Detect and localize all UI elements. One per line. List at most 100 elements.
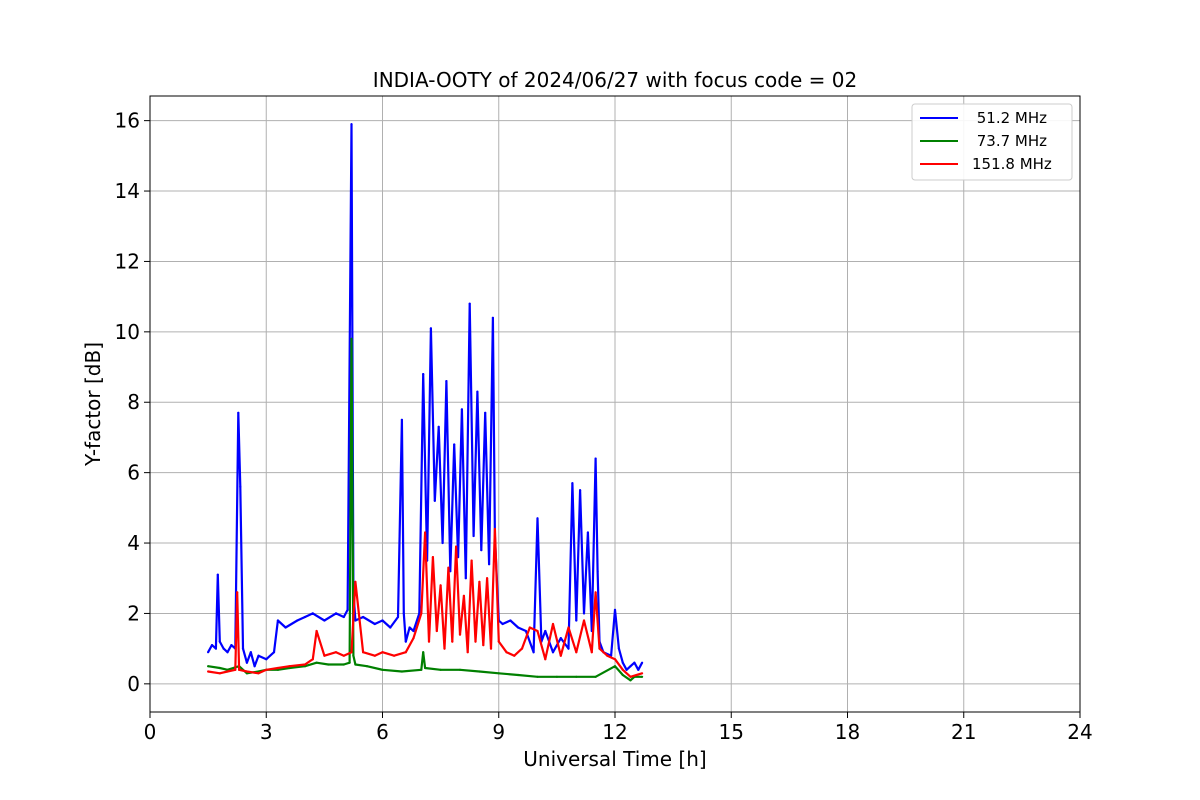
series-point-1 bbox=[613, 608, 617, 612]
series-point-1 bbox=[594, 457, 597, 460]
series-point-2 bbox=[439, 668, 442, 671]
series-point-2 bbox=[381, 668, 384, 671]
series-point-2 bbox=[350, 337, 353, 340]
series-point-3 bbox=[613, 658, 617, 661]
series-point-3 bbox=[486, 577, 489, 580]
series-point-3 bbox=[443, 647, 446, 650]
series-point-1 bbox=[354, 619, 357, 622]
series-point-1 bbox=[214, 647, 217, 650]
series-point-2 bbox=[276, 668, 279, 671]
series-point-3 bbox=[424, 531, 427, 534]
y-tick-label: 8 bbox=[127, 390, 140, 414]
series-point-1 bbox=[272, 651, 276, 654]
series-point-2 bbox=[354, 663, 357, 666]
series-point-1 bbox=[637, 668, 640, 671]
y-tick-label: 4 bbox=[127, 531, 140, 555]
series-point-3 bbox=[362, 651, 365, 654]
series-point-3 bbox=[606, 654, 609, 657]
series-point-1 bbox=[429, 327, 432, 330]
series-point-2 bbox=[497, 672, 500, 675]
series-point-3 bbox=[288, 665, 291, 668]
series-point-1 bbox=[284, 626, 287, 629]
series-point-1 bbox=[334, 612, 338, 615]
series-point-3 bbox=[575, 651, 578, 654]
series-point-2 bbox=[420, 668, 423, 671]
series-point-1 bbox=[265, 658, 268, 661]
series-point-3 bbox=[393, 654, 396, 657]
series-point-3 bbox=[431, 556, 434, 559]
series-point-3 bbox=[238, 668, 241, 671]
series-point-1 bbox=[226, 651, 229, 654]
y-tick-label: 12 bbox=[115, 249, 140, 273]
series-point-3 bbox=[621, 668, 624, 671]
series-point-3 bbox=[435, 629, 438, 633]
series-point-1 bbox=[491, 316, 494, 319]
series-point-1 bbox=[437, 425, 440, 428]
series-point-1 bbox=[468, 302, 471, 305]
series-point-1 bbox=[441, 541, 444, 545]
series-point-3 bbox=[323, 654, 326, 657]
series-point-1 bbox=[571, 482, 574, 485]
series-point-3 bbox=[536, 629, 539, 633]
series-point-3 bbox=[420, 612, 423, 615]
x-tick-label: 3 bbox=[260, 720, 273, 744]
series-point-3 bbox=[207, 670, 210, 673]
x-tick-label: 6 bbox=[376, 720, 389, 744]
series-point-1 bbox=[551, 651, 555, 654]
series-point-3 bbox=[505, 651, 508, 654]
series-point-2 bbox=[536, 675, 539, 678]
series-point-1 bbox=[210, 644, 214, 647]
series-point-1 bbox=[422, 373, 425, 376]
series-point-1 bbox=[237, 411, 240, 414]
series-point-1 bbox=[404, 640, 407, 643]
series-point-1 bbox=[449, 570, 452, 573]
y-tick-label: 10 bbox=[115, 320, 140, 344]
series-point-1 bbox=[216, 573, 219, 576]
series-point-1 bbox=[389, 626, 392, 629]
series-point-3 bbox=[594, 591, 597, 594]
x-tick-label: 15 bbox=[719, 720, 744, 744]
series-point-1 bbox=[245, 661, 248, 664]
series-point-1 bbox=[484, 411, 487, 414]
series-point-1 bbox=[412, 629, 415, 633]
series-point-2 bbox=[207, 665, 210, 668]
series-point-1 bbox=[524, 629, 528, 633]
series-point-1 bbox=[582, 612, 586, 615]
series-point-3 bbox=[404, 651, 407, 654]
series-point-1 bbox=[218, 640, 221, 643]
series-point-1 bbox=[257, 654, 260, 657]
series-point-2 bbox=[613, 665, 617, 668]
series-point-2 bbox=[365, 665, 369, 668]
x-tick-label: 21 bbox=[951, 720, 976, 744]
series-point-3 bbox=[528, 626, 531, 629]
series-point-3 bbox=[373, 654, 376, 657]
x-tick-label: 0 bbox=[144, 720, 157, 744]
series-point-1 bbox=[641, 661, 644, 664]
series-point-2 bbox=[315, 661, 318, 664]
chart-title: INDIA-OOTY of 2024/06/27 with focus code… bbox=[373, 68, 857, 92]
series-point-3 bbox=[236, 591, 239, 594]
series-point-3 bbox=[470, 559, 473, 562]
x-tick-label: 9 bbox=[492, 720, 505, 744]
series-point-1 bbox=[239, 485, 242, 488]
series-point-1 bbox=[253, 665, 256, 668]
series-point-3 bbox=[354, 580, 357, 583]
x-tick-label: 12 bbox=[602, 720, 627, 744]
series-point-3 bbox=[513, 654, 516, 657]
series-point-2 bbox=[352, 654, 355, 657]
series-point-3 bbox=[218, 672, 221, 675]
series-point-1 bbox=[472, 534, 475, 538]
series-point-1 bbox=[460, 408, 463, 411]
series-point-3 bbox=[342, 654, 345, 657]
series-point-1 bbox=[567, 647, 570, 650]
series-point-1 bbox=[276, 619, 279, 622]
series-point-3 bbox=[466, 651, 469, 654]
series-point-1 bbox=[544, 629, 547, 633]
series-point-1 bbox=[579, 489, 582, 492]
series-point-1 bbox=[207, 651, 210, 654]
series-point-1 bbox=[350, 123, 353, 126]
series-point-3 bbox=[462, 594, 465, 597]
series-point-1 bbox=[617, 647, 621, 650]
series-point-1 bbox=[596, 570, 599, 573]
series-point-3 bbox=[493, 527, 496, 531]
